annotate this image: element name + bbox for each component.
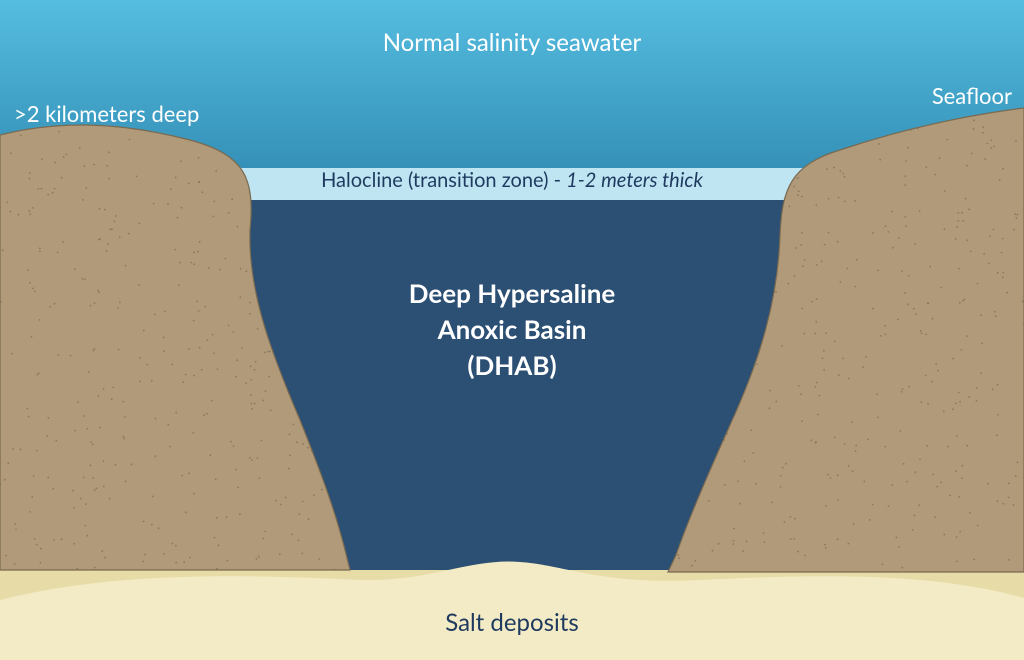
label-dhab-line2: Anoxic Basin [438,313,587,346]
label-normal-salinity: Normal salinity seawater [383,28,642,58]
label-seafloor: Seafloor [932,82,1012,110]
label-depth: >2 kilometers deep [14,100,199,128]
label-dhab-line3: (DHAB) [467,349,556,382]
label-salt-deposits: Salt deposits [445,608,579,638]
dhab-diagram: Normal salinity seawater >2 kilometers d… [0,0,1024,660]
label-dhab-line1: Deep Hypersaline [409,277,615,310]
label-halocline: Halocline (transition zone) - 1-2 meters… [321,168,703,193]
